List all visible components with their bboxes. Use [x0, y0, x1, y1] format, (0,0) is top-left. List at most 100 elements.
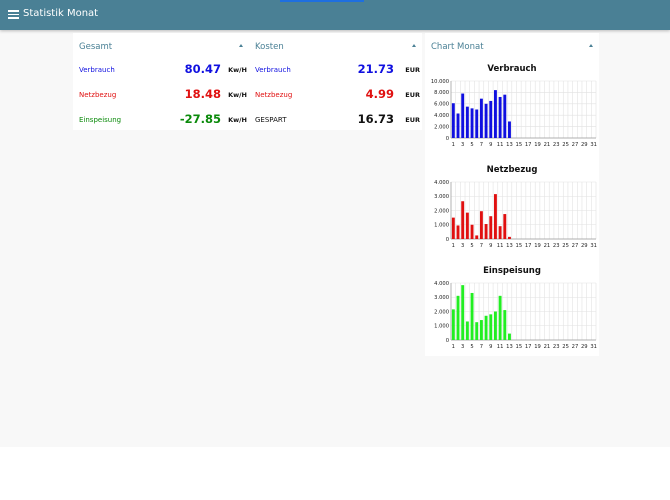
gesamt-card: Gesamt Verbrauch 80.47 Kw/H Netzbezug 18…	[73, 33, 249, 130]
x-tick-label: 13	[506, 142, 513, 148]
y-tick-label: 6.000	[434, 102, 449, 108]
kosten-netzbezug-value: 4.99	[365, 87, 394, 101]
kosten-gespart-value: 16.73	[357, 112, 394, 126]
x-tick-label: 7	[480, 243, 483, 249]
y-tick-label: 2.000	[434, 208, 449, 214]
x-tick-label: 23	[553, 142, 560, 148]
bar-day-8	[484, 315, 488, 340]
bar-day-3	[461, 93, 465, 138]
x-tick-label: 1	[452, 344, 455, 350]
y-tick-label: 10.000	[431, 79, 449, 85]
x-tick-label: 25	[562, 243, 569, 249]
x-tick-label: 3	[461, 243, 464, 249]
x-tick-label: 17	[525, 344, 532, 350]
chart-title: Einspeisung	[483, 266, 541, 276]
bar-day-13	[508, 236, 511, 239]
x-tick-label: 3	[461, 344, 464, 350]
x-tick-label: 13	[506, 344, 513, 350]
bar-day-3	[461, 201, 465, 239]
bar-day-7	[479, 98, 483, 138]
y-tick-label: 2.000	[434, 124, 449, 130]
x-tick-label: 17	[525, 243, 532, 249]
bar-day-12	[503, 94, 507, 138]
bar-day-12	[503, 310, 507, 340]
page-title: Statistik Monat	[23, 8, 99, 19]
bar-day-11	[498, 226, 502, 239]
bar-day-6	[475, 109, 479, 138]
x-tick-label: 1	[452, 142, 455, 148]
top-toolbar: Statistik Monat	[0, 0, 670, 30]
collapse-icon[interactable]	[589, 44, 593, 47]
kosten-verbrauch-unit: EUR	[405, 66, 420, 74]
gesamt-einspeisung-unit: Kw/H	[228, 116, 247, 124]
x-tick-label: 19	[534, 142, 541, 148]
bar-day-1	[451, 309, 455, 340]
bar-day-10	[493, 311, 497, 340]
gesamt-einspeisung-label: Einspeisung	[79, 116, 122, 124]
x-tick-label: 29	[581, 142, 588, 148]
x-tick-label: 15	[516, 344, 523, 350]
x-tick-label: 19	[534, 243, 541, 249]
x-tick-label: 1	[452, 243, 455, 249]
gesamt-netzbezug-label: Netzbezug	[79, 91, 117, 99]
kosten-card-header: Kosten	[249, 33, 422, 59]
kosten-row-verbrauch: Verbrauch 21.73 EUR	[249, 59, 422, 83]
x-tick-label: 23	[553, 344, 560, 350]
tab-indicator	[280, 0, 364, 2]
bar-day-3	[461, 285, 465, 340]
bar-day-6	[475, 235, 479, 239]
x-tick-label: 19	[534, 344, 541, 350]
x-tick-label: 27	[572, 344, 579, 350]
kosten-verbrauch-label: Verbrauch	[255, 66, 291, 74]
y-tick-label: 0	[446, 237, 449, 243]
x-tick-label: 5	[470, 243, 473, 249]
x-tick-label: 31	[590, 344, 597, 350]
x-tick-label: 25	[562, 142, 569, 148]
x-tick-label: 23	[553, 243, 560, 249]
gesamt-netzbezug-unit: Kw/H	[228, 91, 247, 99]
bar-day-9	[489, 216, 493, 239]
bar-day-1	[451, 217, 455, 239]
collapse-icon[interactable]	[239, 44, 243, 47]
gesamt-einspeisung-value: -27.85	[179, 112, 221, 126]
bar-day-11	[498, 96, 502, 138]
x-tick-label: 17	[525, 142, 532, 148]
x-tick-label: 7	[480, 142, 483, 148]
x-tick-label: 5	[470, 344, 473, 350]
kosten-netzbezug-label: Netzbezug	[255, 91, 293, 99]
bar-day-5	[470, 108, 474, 138]
x-tick-label: 9	[489, 243, 492, 249]
x-tick-label: 13	[506, 243, 513, 249]
y-tick-label: 0	[446, 136, 449, 142]
bar-day-4	[465, 106, 469, 138]
x-tick-label: 29	[581, 344, 588, 350]
chart-card-title: Chart Monat	[431, 42, 484, 52]
bar-day-10	[493, 90, 497, 138]
bar-day-7	[479, 211, 483, 239]
bar-day-7	[479, 320, 483, 340]
collapse-icon[interactable]	[412, 44, 416, 47]
kosten-gespart-label: GESPART	[255, 116, 287, 124]
kosten-gespart-unit: EUR	[405, 116, 420, 124]
y-tick-label: 0	[446, 338, 449, 344]
bar-day-13	[508, 121, 511, 138]
x-tick-label: 27	[572, 142, 579, 148]
bar-day-9	[489, 314, 493, 340]
y-tick-label: 1.000	[434, 324, 449, 330]
bar-day-5	[470, 224, 474, 239]
bar-day-4	[465, 321, 469, 340]
menu-icon[interactable]	[8, 10, 19, 19]
x-tick-label: 9	[489, 344, 492, 350]
gesamt-netzbezug-value: 18.48	[184, 87, 221, 101]
bar-day-6	[475, 322, 479, 340]
bar-day-2	[456, 113, 460, 138]
x-tick-label: 25	[562, 344, 569, 350]
x-tick-label: 15	[516, 243, 523, 249]
bar-day-12	[503, 214, 507, 239]
bar-day-9	[489, 100, 493, 138]
bar-day-10	[493, 194, 497, 239]
x-tick-label: 15	[516, 142, 523, 148]
kosten-row-netzbezug: Netzbezug 4.99 EUR	[249, 84, 422, 108]
x-tick-label: 11	[497, 344, 504, 350]
bar-day-2	[456, 225, 460, 239]
